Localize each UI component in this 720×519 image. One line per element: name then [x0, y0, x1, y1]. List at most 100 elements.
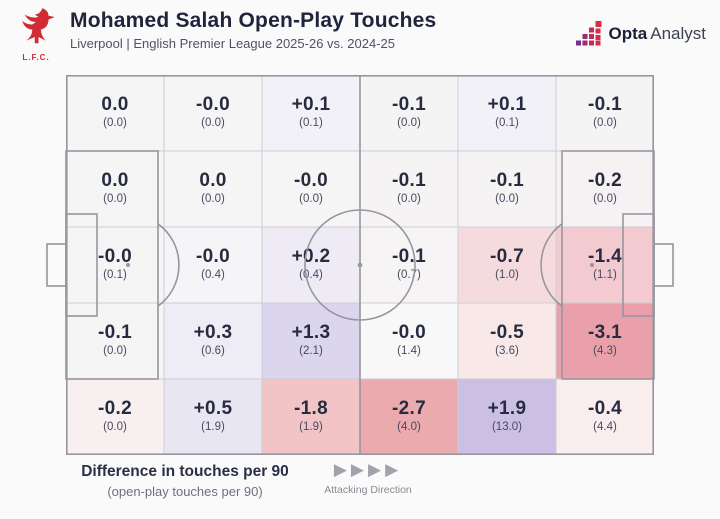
header-titles: Mohamed Salah Open-Play Touches Liverpoo…	[70, 9, 436, 51]
heat-cell-r5-c1: -0.2 (0.0)	[66, 379, 164, 455]
left-goal	[46, 243, 67, 287]
page-title: Mohamed Salah Open-Play Touches	[70, 9, 437, 32]
attacking-direction: ▶▶▶▶ Attacking Direction	[314, 461, 422, 496]
cell-diff-value: -2.7	[392, 398, 426, 420]
cell-diff-value: 0.0	[199, 170, 227, 192]
right-goal	[653, 243, 674, 287]
opta-mark-icon	[575, 21, 602, 46]
liverpool-crest: L.F.C.	[12, 7, 60, 62]
attack-arrow-icon: ▶	[350, 460, 368, 479]
heat-cell-r2-c2: 0.0 (0.0)	[164, 151, 262, 227]
cell-diff-value: -0.1	[490, 170, 524, 192]
attack-arrow-icon: ▶	[385, 460, 403, 479]
attack-arrow-icon: ▶	[333, 460, 351, 479]
cell-diff-value: +1.9	[487, 398, 527, 420]
cell-diff-value: +0.5	[193, 398, 233, 420]
cell-per90-value: (0.7)	[397, 269, 421, 282]
cell-diff-value: +0.1	[291, 94, 331, 116]
heat-cell-r3-c2: -0.0 (0.4)	[164, 227, 262, 303]
cell-per90-value: (2.1)	[299, 345, 323, 358]
cell-diff-value: -0.5	[490, 322, 524, 344]
cell-diff-value: +1.3	[291, 322, 331, 344]
opta-wordmark-bold: Opta	[608, 24, 648, 43]
cell-per90-value: (0.0)	[103, 421, 127, 434]
cell-per90-value: (13.0)	[491, 421, 523, 434]
cell-diff-value: -0.0	[196, 94, 230, 116]
heat-cell-r4-c6: -3.1 (4.3)	[556, 303, 654, 379]
cell-per90-value: (0.0)	[103, 193, 127, 206]
cell-diff-value: 0.0	[101, 170, 129, 192]
heat-cell-r3-c1: -0.0 (0.1)	[66, 227, 164, 303]
legend-title: Difference in touches per 90	[81, 463, 289, 480]
legend: Difference in touches per 90 (open-play …	[35, 463, 335, 499]
heat-cell-r2-c4: -0.1 (0.0)	[360, 151, 458, 227]
heat-grid: 0.0 (0.0) -0.0 (0.0) +0.1 (0.1) -0.1 (0.0) +0.1(…	[66, 75, 654, 455]
cell-per90-value: (1.0)	[495, 269, 519, 282]
cell-per90-value: (0.1)	[299, 117, 323, 130]
page-subtitle: Liverpool | English Premier League 2025-…	[70, 36, 395, 52]
cell-diff-value: -1.4	[588, 246, 622, 268]
heat-cell-r5-c4: -2.7 (4.0)	[360, 379, 458, 455]
cell-per90-value: (0.1)	[495, 117, 519, 130]
cell-per90-value: (0.0)	[103, 117, 127, 130]
heat-cell-r5-c6: -0.4 (4.4)	[556, 379, 654, 455]
cell-per90-value: (4.4)	[593, 421, 617, 434]
legend-subtitle: (open-play touches per 90)	[107, 484, 263, 499]
cell-per90-value: (0.1)	[103, 269, 127, 282]
heat-cell-r1-c3: +0.1 (0.1)	[262, 75, 360, 151]
heat-cell-r3-c4: -0.1 (0.7)	[360, 227, 458, 303]
cell-diff-value: -0.1	[392, 246, 426, 268]
cell-per90-value: (0.6)	[201, 345, 225, 358]
heat-cell-r5-c5: +1.9 (13.0)	[458, 379, 556, 455]
heat-cell-r2-c1: 0.0 (0.0)	[66, 151, 164, 227]
cell-per90-value: (0.0)	[397, 117, 421, 130]
heat-cell-r4-c5: -0.5 (3.6)	[458, 303, 556, 379]
heat-cell-r2-c3: -0.0 (0.0)	[262, 151, 360, 227]
pitch-heatmap: 0.0 (0.0) -0.0 (0.0) +0.1 (0.1) -0.1 (0.0) +0.1(…	[46, 75, 674, 455]
heat-cell-r1-c6: -0.1 (0.0)	[556, 75, 654, 151]
cell-per90-value: (0.0)	[593, 117, 617, 130]
cell-diff-value: -0.1	[98, 322, 132, 344]
heat-cell-r3-c5: -0.7 (1.0)	[458, 227, 556, 303]
heat-cell-r3-c6: -1.4 (1.1)	[556, 227, 654, 303]
cell-diff-value: -1.8	[294, 398, 328, 420]
cell-per90-value: (0.0)	[103, 345, 127, 358]
cell-per90-value: (1.1)	[593, 269, 617, 282]
cell-diff-value: -0.2	[588, 170, 622, 192]
cell-diff-value: -0.1	[392, 94, 426, 116]
cell-per90-value: (0.4)	[299, 269, 323, 282]
cell-diff-value: -0.7	[490, 246, 524, 268]
cell-diff-value: -0.0	[294, 170, 328, 192]
cell-diff-value: -0.4	[588, 398, 622, 420]
attack-arrow-icon: ▶	[368, 460, 386, 479]
opta-wordmark-light: Analyst	[650, 24, 706, 43]
heat-cell-r4-c2: +0.3 (0.6)	[164, 303, 262, 379]
cell-diff-value: +0.2	[291, 246, 331, 268]
cell-per90-value: (0.0)	[299, 193, 323, 206]
cell-diff-value: 0.0	[101, 94, 129, 116]
heat-cell-r1-c4: -0.1 (0.0)	[360, 75, 458, 151]
cell-per90-value: (0.0)	[397, 193, 421, 206]
attacking-arrows: ▶▶▶▶	[314, 461, 422, 478]
crest-label: L.F.C.	[22, 53, 50, 62]
heat-cell-r2-c5: -0.1 (0.0)	[458, 151, 556, 227]
cell-diff-value: -0.1	[392, 170, 426, 192]
cell-diff-value: -0.0	[98, 246, 132, 268]
opta-analyst-logo: Opta Analyst	[575, 21, 706, 47]
heat-cell-r2-c6: -0.2 (0.0)	[556, 151, 654, 227]
cell-per90-value: (4.0)	[397, 421, 421, 434]
cell-diff-value: -0.2	[98, 398, 132, 420]
cell-diff-value: +0.3	[193, 322, 233, 344]
cell-diff-value: -3.1	[588, 322, 622, 344]
cell-per90-value: (0.0)	[201, 117, 225, 130]
cell-per90-value: (0.0)	[495, 193, 519, 206]
opta-wordmark: Opta Analyst	[609, 24, 706, 44]
cell-per90-value: (0.4)	[201, 269, 225, 282]
cell-diff-value: +0.1	[487, 94, 527, 116]
cell-per90-value: (1.4)	[397, 345, 421, 358]
heat-cell-r1-c2: -0.0 (0.0)	[164, 75, 262, 151]
heat-cell-r5-c3: -1.8 (1.9)	[262, 379, 360, 455]
cell-per90-value: (1.9)	[299, 421, 323, 434]
liverbird-icon	[22, 8, 55, 44]
heat-cell-r1-c5: +0.1 (0.1)	[458, 75, 556, 151]
